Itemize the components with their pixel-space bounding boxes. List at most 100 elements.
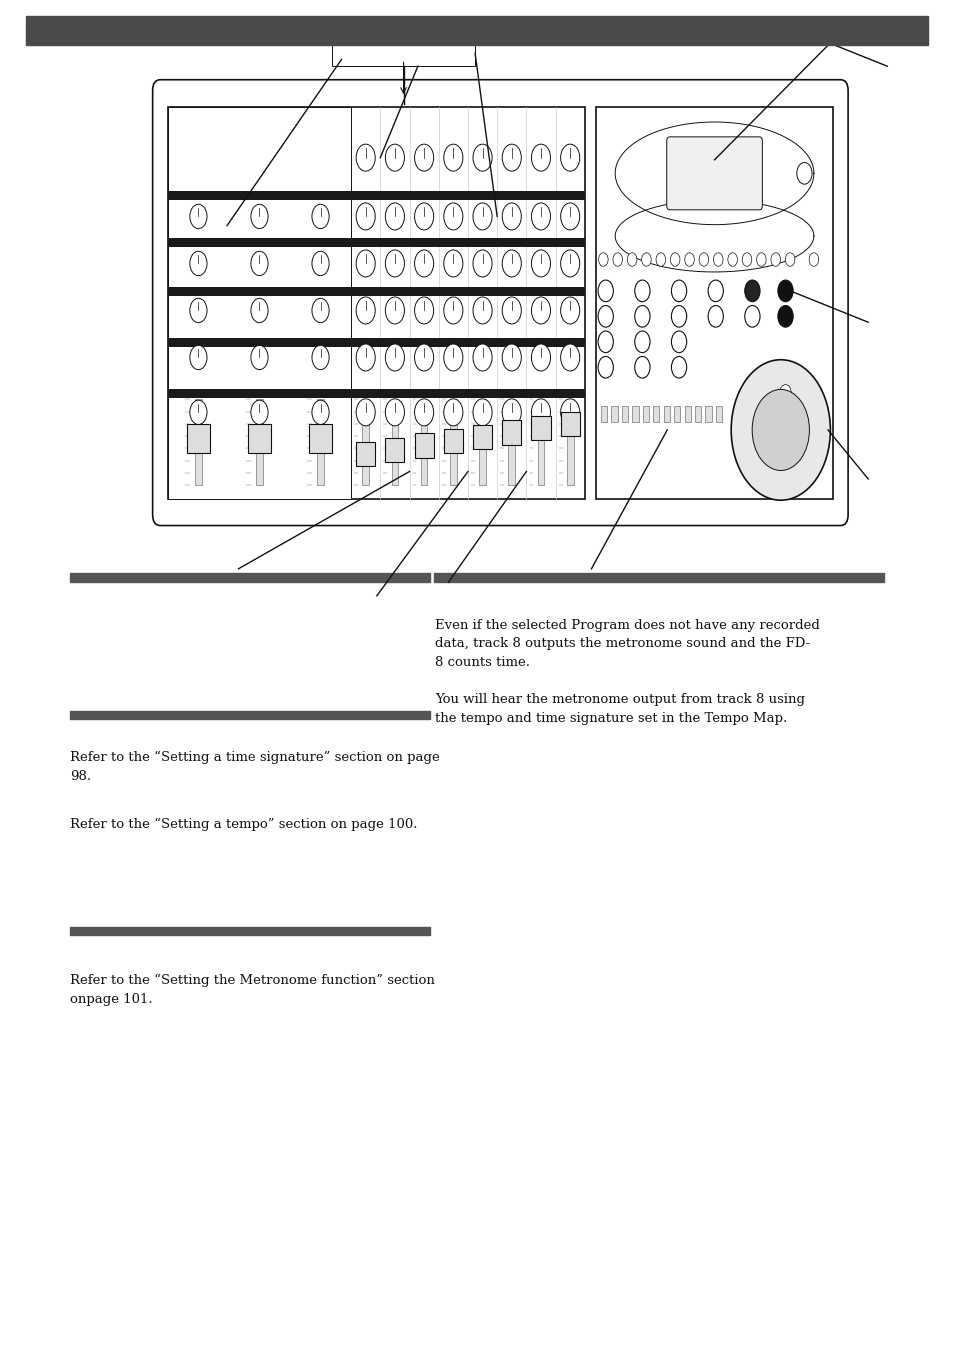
Bar — [70, 927, 430, 935]
Circle shape — [531, 145, 550, 172]
Circle shape — [473, 145, 492, 172]
Circle shape — [190, 299, 207, 323]
Circle shape — [671, 331, 686, 353]
Circle shape — [751, 389, 808, 470]
Circle shape — [796, 162, 811, 184]
Circle shape — [473, 297, 492, 324]
Bar — [566, 400, 573, 485]
Circle shape — [355, 399, 375, 426]
Circle shape — [251, 251, 268, 276]
Bar — [255, 400, 263, 485]
Circle shape — [612, 253, 621, 266]
Circle shape — [443, 345, 462, 372]
Circle shape — [560, 399, 579, 426]
Circle shape — [355, 345, 375, 372]
Bar — [450, 400, 456, 485]
Circle shape — [312, 400, 329, 424]
Circle shape — [598, 357, 613, 378]
Circle shape — [385, 145, 404, 172]
Circle shape — [501, 345, 520, 372]
Circle shape — [531, 250, 550, 277]
Circle shape — [756, 253, 765, 266]
Circle shape — [627, 253, 637, 266]
Circle shape — [634, 305, 649, 327]
Bar — [642, 407, 648, 423]
Bar — [168, 389, 584, 399]
Circle shape — [355, 203, 375, 230]
Circle shape — [560, 297, 579, 324]
Circle shape — [531, 203, 550, 230]
Bar — [621, 407, 627, 423]
Circle shape — [770, 253, 780, 266]
Circle shape — [501, 297, 520, 324]
Circle shape — [598, 331, 613, 353]
Bar — [385, 438, 404, 462]
FancyBboxPatch shape — [152, 80, 847, 526]
Circle shape — [598, 253, 607, 266]
Circle shape — [443, 203, 462, 230]
Circle shape — [443, 145, 462, 172]
Bar — [704, 407, 711, 423]
Bar — [443, 430, 462, 454]
Text: Refer to the “Setting a time signature” section on page
98.: Refer to the “Setting a time signature” … — [70, 751, 439, 782]
Circle shape — [415, 345, 434, 372]
Circle shape — [415, 399, 434, 426]
Bar — [168, 338, 584, 347]
Text: Even if the selected Program does not have any recorded
data, track 8 outputs th: Even if the selected Program does not ha… — [435, 619, 819, 669]
Circle shape — [744, 280, 760, 301]
Bar — [332, 34, 475, 66]
Circle shape — [699, 253, 708, 266]
Bar — [434, 573, 883, 581]
Circle shape — [355, 297, 375, 324]
Circle shape — [385, 250, 404, 277]
Bar — [653, 407, 659, 423]
Circle shape — [251, 204, 268, 228]
Bar — [391, 400, 397, 485]
Bar — [537, 400, 544, 485]
Circle shape — [443, 399, 462, 426]
Bar — [420, 400, 427, 485]
Bar — [632, 407, 638, 423]
Circle shape — [560, 345, 579, 372]
Circle shape — [730, 359, 829, 500]
Circle shape — [473, 203, 492, 230]
Circle shape — [560, 250, 579, 277]
Circle shape — [634, 331, 649, 353]
Circle shape — [634, 280, 649, 301]
Circle shape — [501, 145, 520, 172]
Circle shape — [727, 253, 737, 266]
Circle shape — [355, 145, 375, 172]
Circle shape — [713, 253, 722, 266]
Bar — [194, 400, 202, 485]
Circle shape — [312, 299, 329, 323]
FancyBboxPatch shape — [666, 136, 761, 209]
Bar — [684, 407, 690, 423]
Bar — [501, 420, 520, 444]
Circle shape — [190, 251, 207, 276]
Circle shape — [684, 253, 694, 266]
Bar — [663, 407, 669, 423]
Circle shape — [385, 399, 404, 426]
Text: Refer to the “Setting the Metronome function” section
onpage 101.: Refer to the “Setting the Metronome func… — [70, 974, 434, 1005]
Circle shape — [415, 203, 434, 230]
Bar — [611, 407, 617, 423]
Circle shape — [777, 280, 792, 301]
Circle shape — [501, 399, 520, 426]
Circle shape — [598, 305, 613, 327]
Circle shape — [501, 203, 520, 230]
Bar — [674, 407, 679, 423]
Circle shape — [312, 204, 329, 228]
Circle shape — [251, 346, 268, 370]
Circle shape — [707, 305, 722, 327]
Circle shape — [656, 253, 665, 266]
Circle shape — [501, 250, 520, 277]
Circle shape — [641, 253, 651, 266]
Circle shape — [190, 346, 207, 370]
Circle shape — [312, 346, 329, 370]
Text: Refer to the “Setting a tempo” section on page 100.: Refer to the “Setting a tempo” section o… — [70, 817, 416, 831]
Circle shape — [355, 250, 375, 277]
Circle shape — [473, 399, 492, 426]
Bar — [415, 434, 434, 458]
Bar — [168, 190, 584, 200]
Circle shape — [251, 400, 268, 424]
